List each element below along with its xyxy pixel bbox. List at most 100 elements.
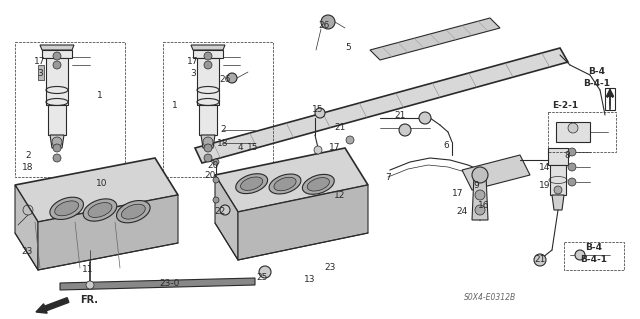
Polygon shape xyxy=(15,158,178,222)
Ellipse shape xyxy=(274,177,296,191)
Text: 10: 10 xyxy=(96,179,108,188)
Circle shape xyxy=(213,177,219,183)
Text: 8: 8 xyxy=(564,151,570,160)
Ellipse shape xyxy=(307,178,330,191)
Text: 23-0: 23-0 xyxy=(160,278,180,287)
Circle shape xyxy=(220,205,230,215)
Circle shape xyxy=(53,154,61,162)
Text: 17: 17 xyxy=(452,189,464,197)
Circle shape xyxy=(213,197,219,203)
Text: 16: 16 xyxy=(478,201,490,210)
Text: 5: 5 xyxy=(345,42,351,51)
Text: 2: 2 xyxy=(25,151,31,160)
Ellipse shape xyxy=(269,174,301,194)
Polygon shape xyxy=(60,278,255,290)
Polygon shape xyxy=(38,65,44,80)
Text: 9: 9 xyxy=(473,181,479,189)
Polygon shape xyxy=(215,175,238,260)
Text: 25: 25 xyxy=(256,272,268,281)
Text: 17: 17 xyxy=(188,57,199,66)
Text: 26: 26 xyxy=(220,76,230,85)
Text: 1: 1 xyxy=(97,91,103,100)
Ellipse shape xyxy=(54,201,79,216)
Text: 12: 12 xyxy=(334,190,346,199)
Text: 19: 19 xyxy=(540,181,551,189)
Polygon shape xyxy=(199,105,217,135)
Circle shape xyxy=(419,112,431,124)
Text: 23: 23 xyxy=(21,248,33,256)
Ellipse shape xyxy=(302,174,334,194)
Text: 3: 3 xyxy=(37,69,43,78)
Text: 23: 23 xyxy=(324,263,336,272)
Ellipse shape xyxy=(236,174,268,194)
Polygon shape xyxy=(550,165,566,195)
Circle shape xyxy=(227,73,237,83)
Circle shape xyxy=(399,124,411,136)
Text: 18: 18 xyxy=(22,164,34,173)
Text: 21: 21 xyxy=(334,123,346,132)
Circle shape xyxy=(475,205,485,215)
Text: 2: 2 xyxy=(220,125,226,135)
Circle shape xyxy=(52,137,62,147)
Text: S0X4-E0312B: S0X4-E0312B xyxy=(464,293,516,302)
Text: FR.: FR. xyxy=(80,295,98,305)
Polygon shape xyxy=(195,48,568,163)
Ellipse shape xyxy=(116,201,150,223)
Ellipse shape xyxy=(50,197,83,219)
Circle shape xyxy=(213,159,219,165)
Text: 21: 21 xyxy=(394,110,406,120)
Text: 13: 13 xyxy=(304,276,316,285)
Bar xyxy=(564,242,624,270)
Text: 17: 17 xyxy=(35,57,45,66)
Polygon shape xyxy=(548,148,568,165)
Text: 4: 4 xyxy=(237,144,243,152)
Polygon shape xyxy=(46,58,68,105)
Circle shape xyxy=(53,52,61,60)
Polygon shape xyxy=(193,50,223,58)
Text: B-4-1: B-4-1 xyxy=(580,256,607,264)
Text: 7: 7 xyxy=(385,174,391,182)
Polygon shape xyxy=(50,135,64,148)
Text: 14: 14 xyxy=(540,164,550,173)
Circle shape xyxy=(475,190,485,200)
Circle shape xyxy=(204,52,212,60)
Polygon shape xyxy=(605,88,615,110)
Circle shape xyxy=(568,148,576,156)
Ellipse shape xyxy=(122,204,145,219)
Polygon shape xyxy=(370,18,500,60)
Circle shape xyxy=(568,163,576,171)
Circle shape xyxy=(204,61,212,69)
Circle shape xyxy=(315,108,325,118)
Polygon shape xyxy=(552,195,564,210)
Polygon shape xyxy=(472,175,488,220)
Circle shape xyxy=(534,254,546,266)
FancyArrow shape xyxy=(36,298,69,313)
Text: 22: 22 xyxy=(214,207,226,217)
Circle shape xyxy=(204,144,212,152)
Circle shape xyxy=(554,186,562,194)
Ellipse shape xyxy=(88,203,112,218)
Circle shape xyxy=(568,178,576,186)
Polygon shape xyxy=(191,45,225,50)
Circle shape xyxy=(53,144,61,152)
Circle shape xyxy=(53,61,61,69)
Circle shape xyxy=(472,167,488,183)
Polygon shape xyxy=(197,58,219,105)
Circle shape xyxy=(204,154,212,162)
Polygon shape xyxy=(48,105,66,135)
Text: 21: 21 xyxy=(534,256,546,264)
Circle shape xyxy=(321,15,335,29)
Polygon shape xyxy=(215,148,368,212)
Text: 6: 6 xyxy=(443,140,449,150)
Text: 15: 15 xyxy=(312,106,324,115)
Text: B-4-1: B-4-1 xyxy=(584,79,611,88)
Polygon shape xyxy=(40,45,74,50)
Circle shape xyxy=(314,146,322,154)
Bar xyxy=(163,42,273,177)
Polygon shape xyxy=(38,195,178,270)
Text: B-4: B-4 xyxy=(586,243,602,253)
Text: 20: 20 xyxy=(204,170,216,180)
Circle shape xyxy=(86,281,94,289)
Circle shape xyxy=(259,266,271,278)
Text: 11: 11 xyxy=(83,265,93,275)
